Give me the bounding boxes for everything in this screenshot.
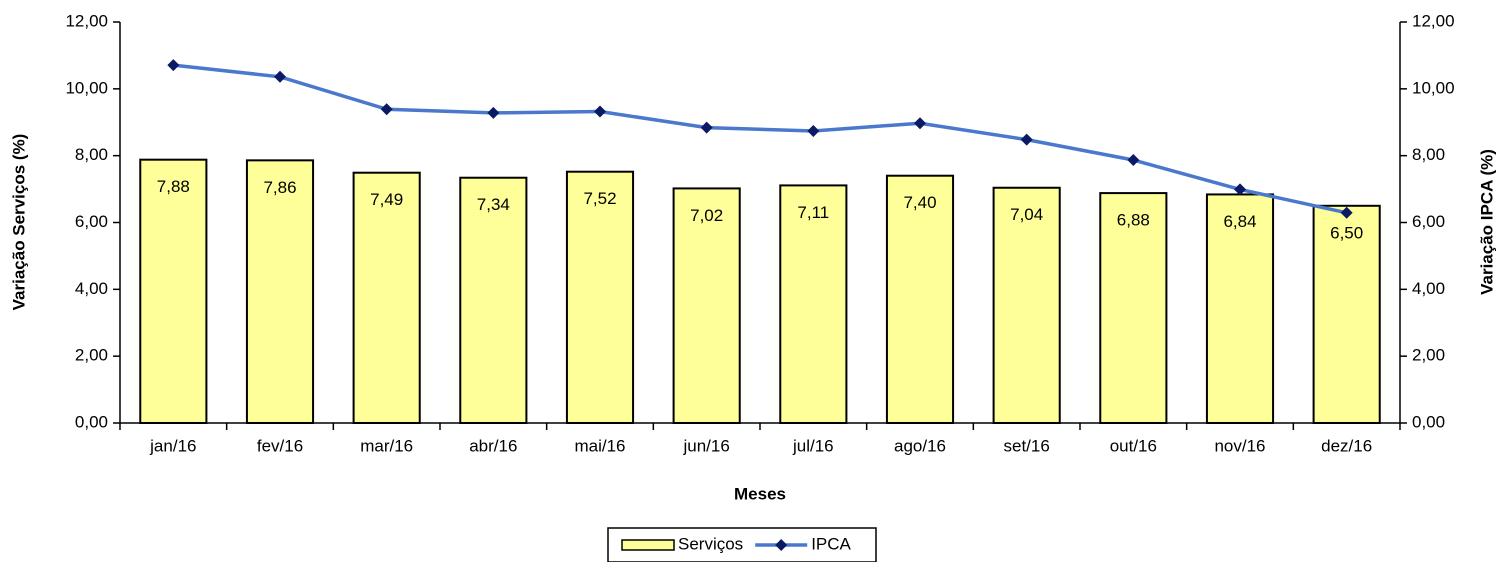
data-label: 7,88 (157, 177, 190, 196)
legend-marker (775, 539, 788, 551)
y-tick-label: 12,00 (65, 11, 108, 30)
data-label: 7,11 (797, 203, 829, 222)
y2-tick-label: 12,00 (1412, 11, 1455, 30)
y-tick-label: 2,00 (75, 346, 108, 365)
bar (1205, 193, 1275, 424)
data-label: 7,34 (477, 195, 510, 214)
marker (274, 70, 286, 83)
x-tick-label: mar/16 (360, 436, 413, 455)
bar (885, 174, 955, 424)
marker (380, 103, 393, 116)
x-tick-label: set/16 (1004, 436, 1050, 455)
y-tick-label: 8,00 (75, 145, 108, 164)
marker (1340, 206, 1353, 219)
y-tick-label: 4,00 (75, 279, 108, 298)
y2-axis-title: Variação IPCA (%) (1477, 149, 1496, 295)
marker (594, 105, 606, 118)
x-tick-label: abr/16 (469, 436, 517, 455)
data-label: 6,50 (1330, 223, 1363, 242)
bar (565, 170, 635, 424)
data-label: 7,52 (583, 189, 616, 208)
marker (807, 124, 820, 137)
bar (779, 184, 848, 424)
data-label: 7,40 (903, 193, 936, 212)
bar (992, 186, 1061, 424)
bar (1099, 192, 1168, 424)
x-tick-label: ago/16 (894, 436, 946, 455)
data-label: 6,88 (1117, 211, 1150, 230)
x-axis-title: Meses (734, 484, 786, 503)
x-tick-label: mai/16 (574, 436, 625, 455)
data-label: 7,86 (263, 178, 296, 197)
line (173, 63, 1348, 215)
marker (487, 106, 500, 119)
y2-tick-label: 2,00 (1412, 346, 1445, 365)
y-tick-label: 6,00 (75, 212, 108, 231)
x-tick-label: nov/16 (1214, 436, 1265, 455)
legend-swatch (621, 539, 675, 551)
bar (1312, 204, 1381, 424)
marker (914, 117, 926, 130)
y-tick-label: 10,00 (65, 78, 108, 97)
bar (672, 187, 741, 424)
marker (700, 121, 713, 134)
marker (1234, 183, 1246, 196)
y2-tick-label: 6,00 (1412, 212, 1445, 231)
legend-label: IPCA (811, 534, 851, 553)
x-tick-label: jul/16 (792, 436, 834, 455)
data-label: 7,04 (1010, 205, 1043, 224)
bar (245, 159, 315, 424)
marker (1127, 154, 1140, 167)
x-tick-label: jan/16 (149, 436, 196, 455)
marker (1020, 133, 1033, 146)
y2-tick-label: 4,00 (1412, 279, 1445, 298)
bar (352, 171, 421, 424)
marker (167, 59, 180, 72)
bar (139, 158, 208, 424)
data-label: 7,49 (370, 190, 403, 209)
x-tick-label: jun/16 (683, 436, 730, 455)
y2-tick-label: 8,00 (1412, 145, 1445, 164)
y-tick-label: 0,00 (75, 412, 108, 431)
bar (459, 176, 528, 424)
y-axis-title: Variação Serviços (%) (9, 134, 28, 311)
data-label: 7,02 (690, 206, 723, 225)
x-tick-label: fev/16 (257, 436, 303, 455)
x-tick-label: dez/16 (1321, 436, 1372, 455)
x-tick-label: out/16 (1110, 436, 1157, 455)
legend-label: Serviços (678, 534, 743, 553)
y2-tick-label: 0,00 (1412, 412, 1445, 431)
data-label: 6,84 (1223, 212, 1256, 231)
y2-tick-label: 10,00 (1412, 78, 1455, 97)
